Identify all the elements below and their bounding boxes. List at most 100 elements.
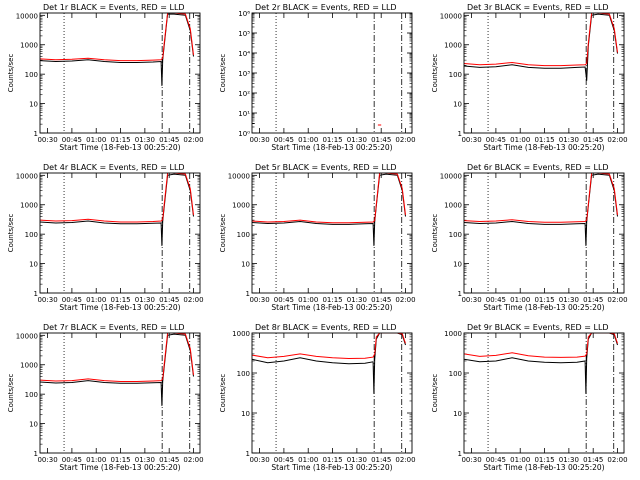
y-tick-label: 1 xyxy=(34,290,38,298)
x-tick-label: 01:45 xyxy=(371,296,391,304)
x-tick-label: 01:15 xyxy=(110,456,130,464)
series-line-events xyxy=(464,173,618,246)
chart-title: Det 2r BLACK = Events, RED = LLD xyxy=(255,3,397,12)
y-axis-label: Counts/sec xyxy=(7,214,15,253)
x-tick-label: 01:30 xyxy=(135,296,155,304)
y-tick-label: 100 xyxy=(237,370,250,378)
x-axis-label: Start Time (18-Feb-13 00:25:20) xyxy=(483,463,604,472)
y-tick-label: 10 xyxy=(453,261,462,269)
series-line-lld xyxy=(464,333,618,358)
x-tick-label: 02:00 xyxy=(607,136,627,144)
x-tick-label: 01:45 xyxy=(159,136,179,144)
x-tick-label: 01:15 xyxy=(110,136,130,144)
chart-panel-1: Det 1r BLACK = Events, RED = LLD 1 10 100 10… xyxy=(7,3,204,152)
x-tick-label: 02:00 xyxy=(607,296,627,304)
x-axis-label: Start Time (18-Feb-13 00:25:20) xyxy=(59,463,180,472)
chart-panel-4: Det 4r BLACK = Events, RED = LLD 1 10 100 10… xyxy=(7,163,204,312)
y-tick-label: 100 xyxy=(449,370,462,378)
x-tick-label: 01:15 xyxy=(322,456,342,464)
x-tick-label: 01:00 xyxy=(86,136,106,144)
y-tick-label: 10² xyxy=(238,90,250,98)
series-line-lld xyxy=(40,13,194,62)
chart-title: Det 1r BLACK = Events, RED = LLD xyxy=(43,3,185,12)
x-axis-label: Start Time (18-Feb-13 00:25:20) xyxy=(271,303,392,312)
y-tick-label: 100 xyxy=(449,231,462,239)
x-tick-label: 00:30 xyxy=(37,456,57,464)
x-axis-label: Start Time (18-Feb-13 00:25:20) xyxy=(271,463,392,472)
y-axis-label: Counts/sec xyxy=(431,214,439,253)
x-tick-label: 01:45 xyxy=(159,296,179,304)
plot-frame xyxy=(463,332,625,454)
x-tick-label: 01:15 xyxy=(534,456,554,464)
y-tick-label: 10 xyxy=(453,410,462,418)
chart-title: Det 9r BLACK = Events, RED = LLD xyxy=(467,323,609,332)
x-tick-label: 00:45 xyxy=(274,456,294,464)
y-tick-label: 1 xyxy=(458,290,462,298)
x-tick-label: 01:45 xyxy=(583,296,603,304)
plot-frame xyxy=(463,172,625,294)
x-tick-label: 01:00 xyxy=(86,296,106,304)
y-tick-label: 1 xyxy=(246,290,250,298)
series-line-lld xyxy=(464,13,618,67)
y-tick-label: 10 xyxy=(29,261,38,269)
x-axis-label: Start Time (18-Feb-13 00:25:20) xyxy=(271,143,392,152)
x-tick-label: 02:00 xyxy=(395,296,415,304)
y-tick-label: 1 xyxy=(458,130,462,138)
series-line-lld xyxy=(40,333,194,382)
x-tick-label: 00:30 xyxy=(37,136,57,144)
x-tick-label: 01:15 xyxy=(322,296,342,304)
series-line-events xyxy=(40,13,194,86)
x-tick-label: 00:45 xyxy=(274,296,294,304)
y-tick-label: 100 xyxy=(25,71,38,79)
y-tick-label: 10000 xyxy=(16,172,38,180)
x-tick-label: 01:15 xyxy=(534,296,554,304)
x-tick-label: 01:30 xyxy=(347,456,367,464)
y-tick-label: 10³ xyxy=(238,70,250,78)
y-tick-label: 10⁵ xyxy=(238,30,250,38)
x-tick-label: 00:45 xyxy=(62,296,82,304)
y-tick-label: 10⁰ xyxy=(238,130,250,138)
x-tick-label: 00:30 xyxy=(249,296,269,304)
series-line-lld xyxy=(40,173,194,223)
plot-frame xyxy=(251,332,413,454)
y-tick-label: 10000 xyxy=(440,12,462,20)
x-axis-label: Start Time (18-Feb-13 00:25:20) xyxy=(483,143,604,152)
x-tick-label: 00:30 xyxy=(249,456,269,464)
chart-title: Det 6r BLACK = Events, RED = LLD xyxy=(467,163,609,172)
x-tick-label: 01:00 xyxy=(510,136,530,144)
plot-frame xyxy=(39,172,201,294)
x-tick-label: 02:00 xyxy=(607,456,627,464)
y-axis-label: Counts/sec xyxy=(219,54,227,93)
chart-title: Det 3r BLACK = Events, RED = LLD xyxy=(467,3,609,12)
y-tick-label: 10⁴ xyxy=(238,50,250,58)
x-tick-label: 02:00 xyxy=(183,136,203,144)
y-tick-label: 10000 xyxy=(16,332,38,340)
x-tick-label: 02:00 xyxy=(183,296,203,304)
y-tick-label: 1000 xyxy=(20,202,38,210)
y-axis-label: Counts/sec xyxy=(431,54,439,93)
x-tick-label: 00:45 xyxy=(62,136,82,144)
y-tick-label: 10000 xyxy=(16,12,38,20)
y-tick-label: 1 xyxy=(34,130,38,138)
series-line-events xyxy=(40,333,194,406)
x-tick-label: 01:00 xyxy=(510,296,530,304)
x-tick-label: 00:45 xyxy=(486,136,506,144)
x-tick-label: 01:15 xyxy=(110,296,130,304)
y-tick-label: 100 xyxy=(25,231,38,239)
x-tick-label: 01:45 xyxy=(583,136,603,144)
chart-title: Det 7r BLACK = Events, RED = LLD xyxy=(43,323,185,332)
y-tick-label: 10¹ xyxy=(238,110,250,118)
y-tick-label: 1000 xyxy=(20,362,38,370)
chart-panel-7: Det 7r BLACK = Events, RED = LLD 1 10 100 10… xyxy=(7,323,204,472)
x-tick-label: 01:45 xyxy=(371,456,391,464)
y-axis-label: Counts/sec xyxy=(7,374,15,413)
x-tick-label: 01:30 xyxy=(559,456,579,464)
x-axis-label: Start Time (18-Feb-13 00:25:20) xyxy=(59,303,180,312)
y-tick-label: 100 xyxy=(449,71,462,79)
x-tick-label: 01:45 xyxy=(159,456,179,464)
y-tick-label: 1 xyxy=(458,450,462,458)
x-tick-label: 01:45 xyxy=(371,136,391,144)
series-line-events xyxy=(464,13,618,81)
plot-frame xyxy=(39,12,201,134)
x-tick-label: 01:00 xyxy=(298,296,318,304)
